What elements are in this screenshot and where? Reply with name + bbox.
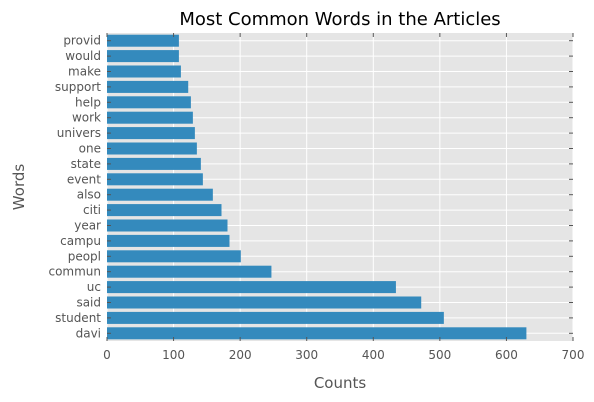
- bar-peopl: [107, 250, 241, 263]
- bar-campu: [107, 234, 230, 247]
- bar-work: [107, 111, 193, 124]
- y-tick-label: would: [65, 49, 101, 63]
- bar-citi: [107, 204, 222, 217]
- y-tick-label: also: [77, 188, 101, 202]
- x-tick-label: 400: [362, 348, 385, 362]
- bar-davi: [107, 327, 527, 340]
- x-tick-label: 0: [103, 348, 111, 362]
- x-axis-ticks: 0 100 200 300 400 500 600 700: [103, 33, 584, 362]
- bar-commun: [107, 265, 272, 278]
- y-tick-label: support: [55, 80, 101, 94]
- y-tick-label: one: [79, 142, 101, 156]
- bars: [107, 34, 527, 340]
- bar-event: [107, 173, 203, 186]
- bar-uc: [107, 281, 396, 294]
- bar-univers: [107, 127, 195, 140]
- y-tick-label: univers: [57, 126, 101, 140]
- x-tick-label: 100: [162, 348, 185, 362]
- bar-year: [107, 219, 228, 232]
- y-tick-label: year: [74, 219, 101, 233]
- y-tick-label: commun: [48, 265, 101, 279]
- bar-help: [107, 96, 191, 109]
- y-tick-label: davi: [76, 326, 101, 340]
- bar-also: [107, 188, 213, 201]
- chart-title: Most Common Words in the Articles: [179, 9, 500, 30]
- x-axis-label: Counts: [314, 374, 367, 392]
- y-tick-label: student: [55, 311, 101, 325]
- y-tick-label: event: [67, 172, 101, 186]
- bar-provid: [107, 34, 179, 47]
- y-tick-label: said: [76, 296, 101, 310]
- bar-support: [107, 80, 189, 93]
- x-tick-label: 200: [229, 348, 252, 362]
- bar-student: [107, 311, 444, 324]
- y-tick-label: provid: [63, 34, 101, 48]
- bar-would: [107, 50, 179, 63]
- bar-make: [107, 65, 181, 78]
- y-tick-label: work: [72, 111, 101, 125]
- x-tick-label: 500: [428, 348, 451, 362]
- y-tick-label: peopl: [68, 249, 101, 263]
- x-tick-label: 300: [295, 348, 318, 362]
- y-tick-label: uc: [87, 280, 101, 294]
- y-tick-label: help: [75, 95, 101, 109]
- x-tick-label: 700: [562, 348, 585, 362]
- bar-said: [107, 296, 422, 309]
- x-tick-label: 600: [495, 348, 518, 362]
- y-tick-label: make: [68, 65, 101, 79]
- y-tick-label: campu: [60, 234, 101, 248]
- y-tick-label: citi: [83, 203, 101, 217]
- bar-one: [107, 142, 197, 155]
- y-axis-label: Words: [10, 164, 28, 211]
- plot-area: [107, 33, 573, 341]
- bar-state: [107, 157, 201, 170]
- y-tick-label: state: [71, 157, 101, 171]
